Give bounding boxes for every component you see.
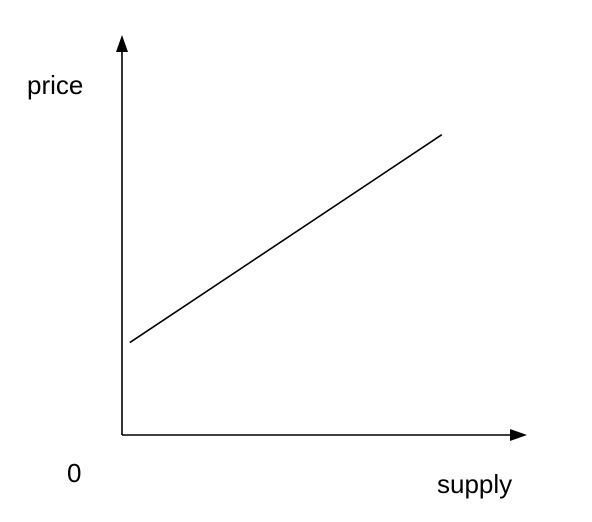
y-axis-label: price: [27, 70, 83, 100]
series-layer: [129, 134, 443, 344]
x-axis-arrowhead: [510, 429, 527, 441]
x-axis-label: supply: [437, 469, 512, 499]
origin-label: 0: [67, 458, 81, 488]
axes: [116, 35, 527, 441]
y-axis-arrowhead: [116, 35, 128, 52]
supply-curve-line: [129, 134, 443, 344]
